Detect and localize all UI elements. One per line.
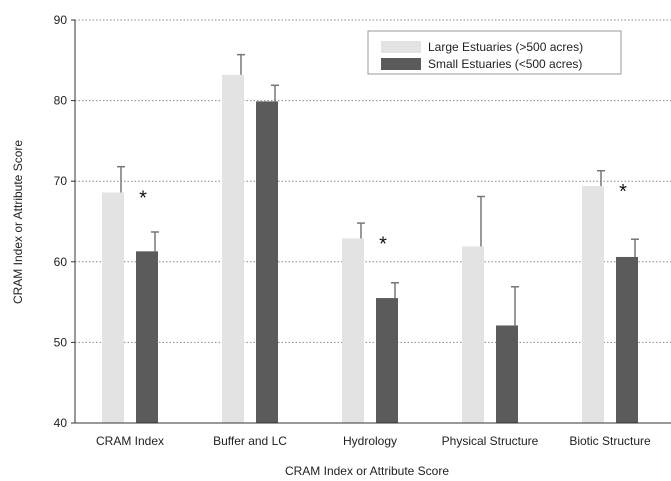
- bar-small: [256, 101, 278, 423]
- significance-marker: *: [139, 187, 147, 209]
- bars: * * *: [102, 53, 639, 424]
- x-axis-title: CRAM Index or Attribute Score: [285, 464, 449, 478]
- legend-label-small: Small Estuaries (<500 acres): [428, 57, 582, 71]
- y-axis-title: CRAM Index or Attribute Score: [11, 140, 25, 304]
- legend-swatch-small: [381, 58, 421, 70]
- y-tick-label: 60: [54, 255, 68, 269]
- y-tick-label: 50: [54, 335, 68, 349]
- y-tick-label: 70: [54, 174, 68, 188]
- y-tick-label: 40: [54, 416, 68, 430]
- bar-large: [582, 186, 604, 423]
- x-tick-label: Hydrology: [343, 434, 397, 448]
- y-tick-label: 80: [54, 94, 68, 108]
- bar-small: [136, 251, 158, 423]
- gridlines: [75, 19, 671, 343]
- bar-large: [342, 238, 364, 423]
- bar-small: [376, 298, 398, 423]
- legend-label-large: Large Estuaries (>500 acres): [428, 40, 583, 54]
- significance-marker: *: [619, 181, 627, 203]
- y-tick-label: 90: [54, 13, 68, 27]
- x-tick-label: CRAM Index: [96, 434, 164, 448]
- legend: Large Estuaries (>500 acres) Small Estua…: [367, 30, 622, 75]
- x-tick-label: Buffer and LC: [213, 434, 287, 448]
- bar-small: [496, 325, 518, 423]
- x-tick-label: Physical Structure: [442, 434, 539, 448]
- bar-large: [102, 192, 124, 423]
- bar-small: [616, 256, 638, 423]
- axes: 40 50 60 70 80 90 CRAM Index Buffer and LC Hydro…: [54, 13, 671, 448]
- bar-large: [462, 246, 484, 423]
- bar-large: [222, 74, 244, 424]
- significance-marker: *: [379, 233, 387, 255]
- x-tick-label: Biotic Structure: [569, 434, 651, 448]
- legend-swatch-large: [381, 41, 421, 53]
